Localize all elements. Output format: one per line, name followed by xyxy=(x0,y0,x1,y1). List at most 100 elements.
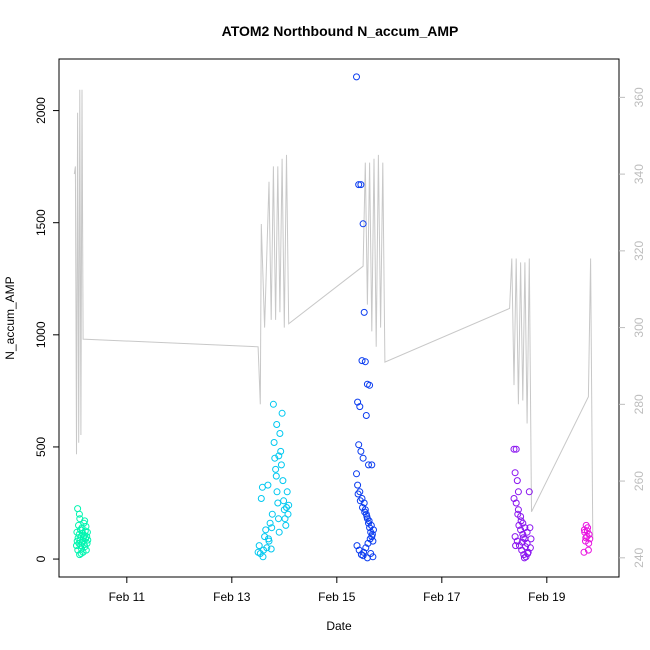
data-point xyxy=(525,488,533,496)
data-point xyxy=(512,445,520,453)
data-point xyxy=(353,470,360,478)
data-point xyxy=(280,497,288,505)
secondary-series-line xyxy=(73,89,594,539)
data-point xyxy=(277,447,285,455)
data-point xyxy=(272,465,280,473)
data-point xyxy=(513,477,521,485)
data-point xyxy=(363,554,371,562)
data-point xyxy=(82,546,90,554)
data-point xyxy=(514,510,522,518)
y-right-tick-label: 340 xyxy=(632,164,646,184)
data-point xyxy=(518,538,526,546)
data-point xyxy=(354,490,362,498)
data-point xyxy=(511,469,519,477)
data-point xyxy=(514,506,522,514)
data-point xyxy=(360,308,368,316)
data-point xyxy=(83,528,91,536)
data-point xyxy=(75,510,83,518)
data-point xyxy=(257,495,265,502)
data-point xyxy=(519,530,527,538)
data-point xyxy=(268,524,276,532)
data-point xyxy=(74,505,82,513)
data-point xyxy=(263,544,271,552)
data-point xyxy=(517,517,525,525)
data-point xyxy=(262,526,270,534)
data-point xyxy=(360,499,368,507)
data-point xyxy=(357,447,365,455)
data-point xyxy=(522,543,529,551)
data-point xyxy=(584,546,592,554)
data-point xyxy=(283,504,290,511)
data-point xyxy=(275,452,283,460)
data-point xyxy=(268,510,276,518)
data-point xyxy=(279,477,287,485)
data-point xyxy=(284,510,292,518)
data-point xyxy=(84,536,92,544)
y-tick-label: 2000 xyxy=(34,97,48,124)
data-point xyxy=(359,504,366,511)
x-tick-label: Feb 15 xyxy=(318,590,356,604)
data-point xyxy=(75,539,83,547)
chart-title: ATOM2 Northbound N_accum_AMP xyxy=(222,23,459,39)
data-point xyxy=(368,461,376,469)
data-point xyxy=(520,554,528,562)
data-point xyxy=(278,409,286,417)
data-point xyxy=(526,524,534,532)
data-point xyxy=(266,519,274,527)
data-point xyxy=(81,517,89,525)
y-right-tick-label: 280 xyxy=(632,394,646,414)
data-point xyxy=(73,542,80,550)
data-point xyxy=(259,553,267,561)
data-point xyxy=(510,445,518,453)
data-point xyxy=(276,430,284,437)
data-point xyxy=(353,73,360,81)
data-point xyxy=(366,381,374,389)
plot-frame xyxy=(58,58,620,578)
x-tick-label: Feb 11 xyxy=(109,590,146,604)
y-axis-right: 240 260 280 300 320 340 360 xyxy=(619,87,646,568)
data-point xyxy=(514,488,522,496)
data-point xyxy=(264,481,272,489)
data-point xyxy=(582,534,590,542)
x-tick-label: Feb 17 xyxy=(423,590,461,604)
data-point xyxy=(524,550,532,557)
data-point xyxy=(354,481,362,489)
y-tick-label: 1000 xyxy=(34,321,48,348)
data-point xyxy=(356,488,364,496)
data-point xyxy=(267,545,275,553)
y-axis-left: 0 500 1000 1500 2000 xyxy=(34,97,59,562)
data-point xyxy=(280,506,288,514)
data-point xyxy=(359,552,367,560)
data-point xyxy=(77,550,85,557)
y-right-tick-label: 360 xyxy=(632,87,646,107)
x-tick-label: Feb 13 xyxy=(213,590,251,604)
data-point xyxy=(285,501,293,509)
data-point xyxy=(83,533,91,541)
data-point xyxy=(275,515,282,523)
data-point xyxy=(255,542,263,550)
data-point xyxy=(355,181,363,189)
data-point xyxy=(580,548,588,556)
data-point xyxy=(358,357,366,365)
points-layer xyxy=(73,73,594,562)
data-point xyxy=(265,535,272,543)
data-point xyxy=(275,528,283,536)
x-tick-label: Feb 19 xyxy=(528,590,566,604)
data-point xyxy=(273,488,281,496)
data-point xyxy=(272,472,280,480)
y-tick-label: 0 xyxy=(34,555,48,562)
data-point xyxy=(526,544,534,552)
data-point xyxy=(269,400,277,408)
data-point xyxy=(274,499,282,507)
data-point xyxy=(367,550,375,557)
data-point xyxy=(527,535,535,543)
y-right-tick-label: 260 xyxy=(632,471,646,491)
data-point xyxy=(583,527,591,535)
data-point xyxy=(585,539,593,547)
data-point xyxy=(261,533,269,541)
data-point xyxy=(362,544,370,552)
y-right-tick-label: 320 xyxy=(632,241,646,261)
data-point xyxy=(586,535,594,543)
data-point xyxy=(270,439,278,446)
